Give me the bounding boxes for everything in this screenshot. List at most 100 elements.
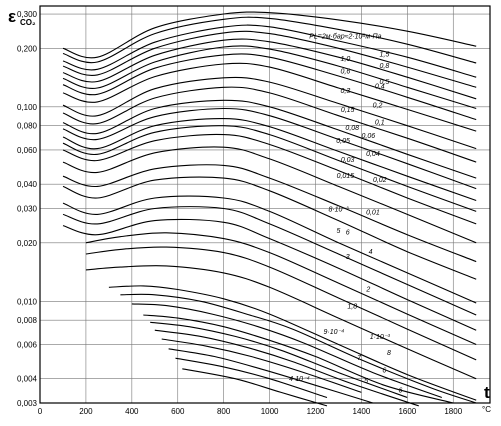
x-tick-label: 1800 [444,407,462,416]
curve-label: PL=2м·бар≈2·10⁵м·Па [309,32,381,40]
curve-label: 0,04 [366,151,380,158]
y-tick-label: 0,100 [17,103,38,112]
x-axis-unit: °C [482,405,491,414]
tick-labels: 0 200 400 600 800 1000 1200 1400 1600 1800 0,003 0,… [17,10,463,416]
curve-line [62,24,477,78]
x-tick-label: 600 [171,407,185,416]
curve-label: 6 [399,387,403,394]
curve-label: 0,1 [375,120,385,127]
curve-label: 0,4 [375,84,385,91]
y-tick-label: 0,080 [17,122,38,131]
curve-line [150,321,408,399]
curve-line [62,11,477,59]
curve-label: 3 [346,254,350,261]
curve-label: 0,15 [341,107,355,114]
x-tick-label: 200 [79,407,93,416]
curve-line [62,118,477,202]
curve-line [85,246,477,361]
curve-line [62,164,477,263]
curve-series [62,11,477,407]
curve-line [62,176,477,280]
curve-line [62,125,477,212]
curve-label: 0,03 [341,157,355,164]
curve-line [85,265,477,380]
y-tick-label: 0,008 [17,316,38,325]
curve-line [168,348,374,404]
y-tick-label: 0,006 [17,340,38,349]
curve-line [62,195,477,304]
curve-label: 0,5 [380,79,390,86]
curve-label: 1,5 [380,51,390,58]
curve-label: 0,6 [340,69,350,76]
curve-line [62,30,477,88]
x-axis-label: t [484,383,490,402]
curve-label: 0,05 [336,138,350,145]
y-tick-label: 0,040 [17,180,38,189]
curve-line [154,329,419,407]
curve-label: 0,02 [373,177,387,184]
axes [39,5,491,404]
curve-line [62,45,477,110]
curve-line [62,133,477,225]
curve-line [120,293,477,404]
curve-label: 7 [357,355,362,362]
curve-label: 0,3 [340,88,350,95]
curve-label: 0,8 [380,63,390,70]
curve-label: 8·10⁻³ [328,206,349,213]
x-tick-label: 800 [217,407,231,416]
grid [40,6,490,404]
curve-line [62,76,477,150]
curve-label: 0,01 [366,209,380,216]
curve-labels: PL=2м·бар≈2·10⁵м·Па 1,5 1,0 0,8 0,6 0,50,4 0,3… [289,32,402,394]
x-tick-label: 1400 [353,407,371,416]
y-tick-label: 0,020 [17,239,38,248]
y-axis-label: ε [8,7,16,26]
curve-line [108,285,477,401]
y-axis-title: ε CO₂ [8,7,36,27]
curve-line [62,16,477,64]
curve-label: 5 [364,378,368,385]
y-tick-label: 0,010 [17,297,38,306]
curve-label: 6 [346,230,350,237]
y-tick-label: 0,030 [17,205,38,214]
curve-line [85,232,477,346]
curve-label: 6 [382,368,386,375]
curve-line [131,303,442,399]
curve-line [62,146,477,244]
y-tick-label: 0,004 [17,375,38,384]
curve-label: 1·10⁻³ [370,334,391,341]
x-tick-label: 1600 [398,407,416,416]
curve-label: 1,8 [347,303,357,310]
curve-line [62,86,477,163]
curve-label: 8 [387,350,391,357]
curve-line [62,107,477,190]
plot-frame [39,5,491,404]
y-tick-label: 0,300 [17,10,38,19]
x-tick-label: 1000 [261,407,279,416]
curve-label: 0,015 [337,173,355,180]
y-tick-label: 0,003 [17,399,38,408]
curve-line [62,99,477,179]
curve-line [161,338,362,393]
curve-line [62,206,477,316]
curve-label: 4·10⁻⁴ [289,376,310,383]
curve-line [62,62,477,132]
curve-line [62,38,477,100]
curve-label: 0,08 [345,125,359,132]
curve-line [62,218,477,331]
curve-line [62,53,477,121]
curve-line [182,368,328,407]
x-tick-label: 0 [38,407,43,416]
curve-label: 9·10⁻⁴ [324,329,345,336]
x-tick-label: 400 [125,407,139,416]
y-axis-label-subscript: CO₂ [20,18,36,27]
curve-label: 0,2 [373,103,383,110]
curve-label: 5 [337,228,341,235]
curve-label: 1,0 [340,56,350,63]
curve-label: 0,06 [362,133,376,140]
y-tick-label: 0,060 [17,146,38,155]
curve-label: 4 [369,249,373,256]
curve-line [175,357,328,399]
curve-label: 2 [365,287,370,294]
